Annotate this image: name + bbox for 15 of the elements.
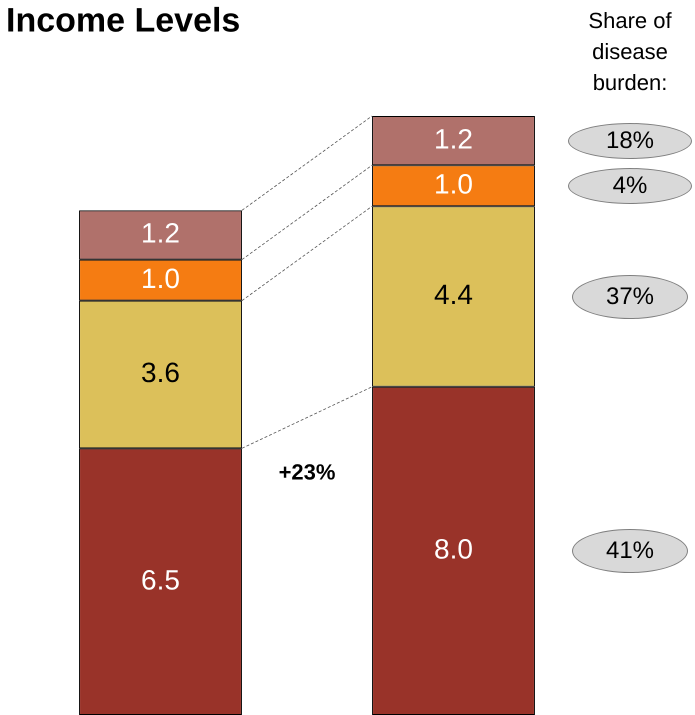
data-label: 6.5 xyxy=(141,564,180,596)
data-label: 8.0 xyxy=(434,534,473,565)
text: Share of disease burden: xyxy=(588,8,672,96)
data-label: 1.0 xyxy=(434,168,473,200)
data-label: 1.2 xyxy=(141,218,180,249)
data-label: 1.0 xyxy=(141,262,180,294)
annotation: +23% xyxy=(278,459,336,484)
oval-badge: 41% xyxy=(572,528,688,573)
oval-badge: 37% xyxy=(572,274,688,319)
data-label: 4.4 xyxy=(434,279,473,310)
oval-badge: 18% xyxy=(568,122,692,159)
data-label: 3.6 xyxy=(141,357,180,388)
data-label: 1.2 xyxy=(434,123,473,154)
chart-title: Income Levels xyxy=(6,1,240,40)
oval-badge: 4% xyxy=(568,168,692,204)
